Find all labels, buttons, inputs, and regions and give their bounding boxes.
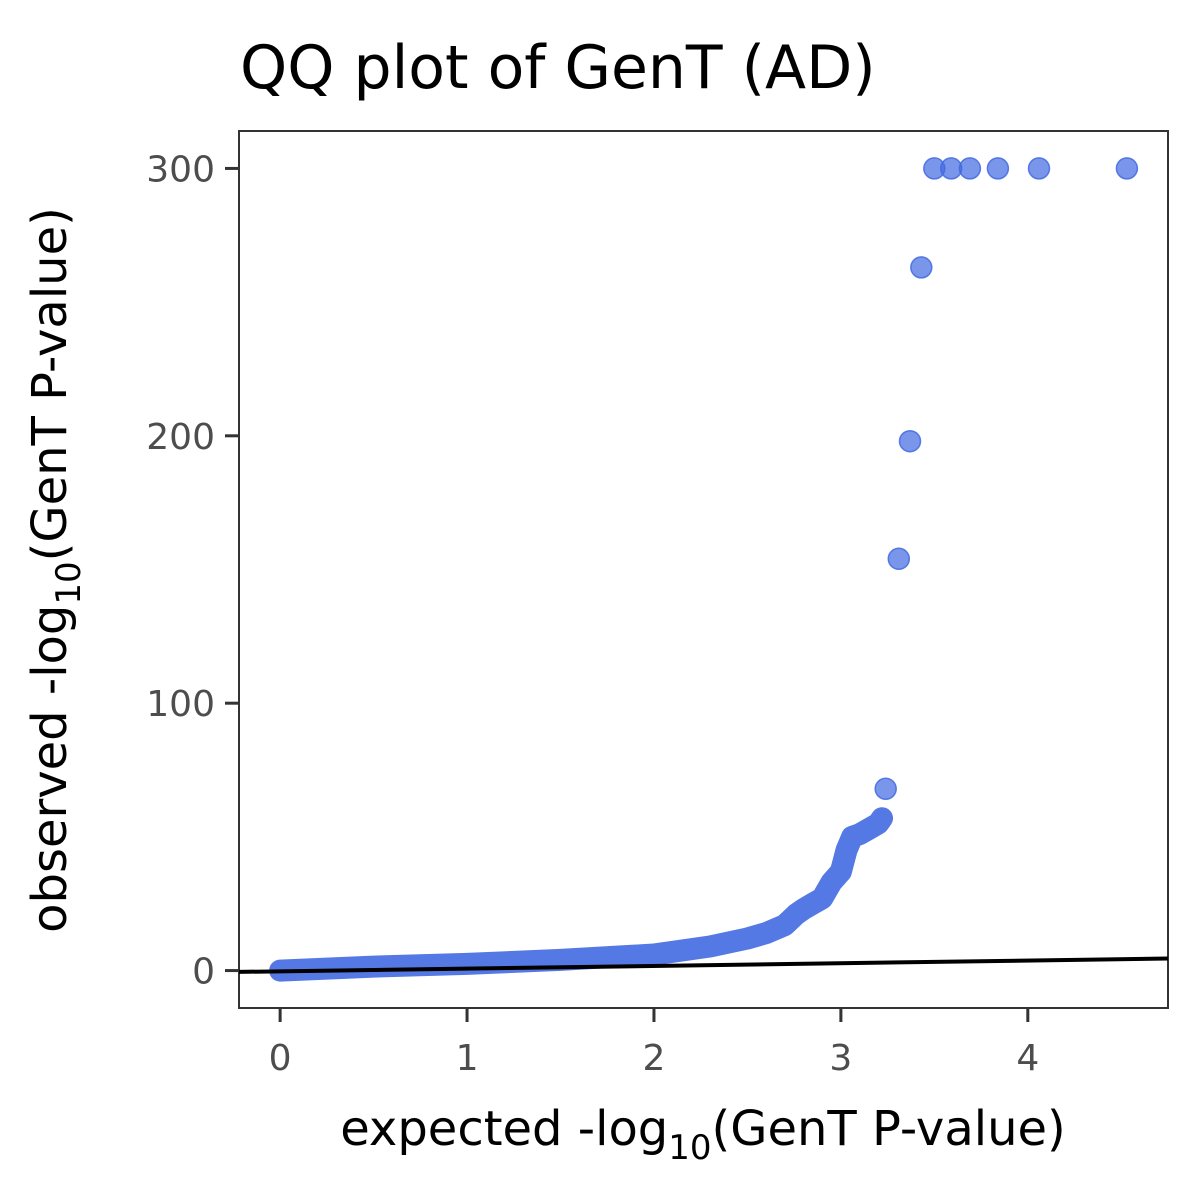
chart-title: QQ plot of GenT (AD): [240, 33, 876, 103]
x-tick-label: 3: [829, 1038, 852, 1079]
data-point: [939, 157, 963, 180]
x-axis-title: expected -log10(GenT P-value): [340, 1101, 1066, 1168]
data-point: [986, 157, 1010, 180]
y-tick-label: 200: [146, 417, 215, 458]
data-point: [874, 777, 897, 801]
y-axis-title: observed -log10(GenT P-value): [22, 207, 89, 933]
data-point: [887, 547, 911, 571]
x-tick-label: 1: [456, 1038, 479, 1079]
reference-line: [238, 956, 1169, 974]
y-tick-label: 100: [146, 684, 215, 725]
data-point: [958, 157, 982, 180]
y-tick-label: 300: [146, 149, 215, 190]
x-tick-label: 2: [643, 1038, 666, 1079]
plot-panel: [238, 130, 1169, 1009]
data-point: [910, 256, 933, 279]
y-axis-ticks: 0 100 200 300: [146, 149, 239, 993]
x-axis-ticks: 0 1 2 3 4: [269, 1008, 1039, 1079]
x-tick-label: 0: [269, 1038, 292, 1079]
observed-curve: [269, 807, 893, 982]
data-point: [1115, 157, 1139, 180]
data-points: [874, 157, 1139, 801]
x-tick-label: 4: [1016, 1038, 1039, 1079]
reference-line-path: [238, 956, 1169, 974]
data-point: [1027, 157, 1051, 180]
observed-curve-path: [269, 807, 893, 982]
y-tick-label: 0: [192, 952, 215, 993]
data-point: [898, 429, 922, 453]
